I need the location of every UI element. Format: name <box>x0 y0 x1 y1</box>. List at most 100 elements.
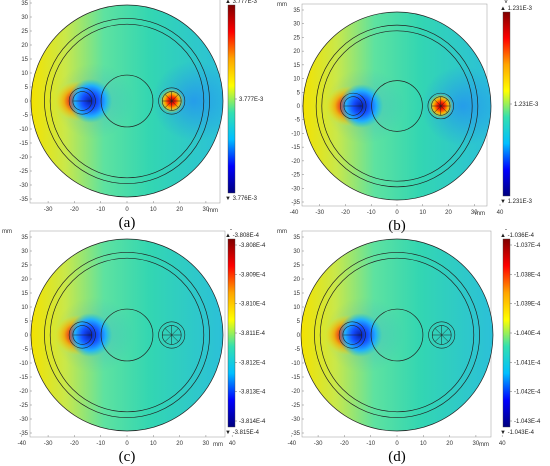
colorbar-tick-label: 1.231E-3 <box>514 102 539 108</box>
x-tick-label: 0 <box>395 210 399 216</box>
y-axis-unit: mm <box>2 0 12 1</box>
y-tick-label: -20 <box>19 389 28 395</box>
y-tick-label: -10 <box>291 361 300 367</box>
field-plot-d: mm mm 35 30 25 20 15 10 5 0 -5 -10 -15 -20 -25 -30 -35 -4… <box>277 229 541 448</box>
y-tick-label: -35 <box>19 431 28 437</box>
panel-a: mm mm 35 30 25 20 15 10 5 0 -5 -10 -15 -20 -25 -30 -35 -3… <box>0 0 275 231</box>
colorbar <box>227 238 236 428</box>
colorbar-tick-label: -3.814E-4 <box>239 419 266 425</box>
y-tick-label: -25 <box>291 173 300 179</box>
y-tick-label: -5 <box>23 347 29 353</box>
y-tick-label: -30 <box>291 186 300 192</box>
y-tick-label: -20 <box>291 389 300 395</box>
y-tick-label: -15 <box>19 141 28 147</box>
y-tick-label: -5 <box>295 347 301 353</box>
x-axis-unit: mm <box>479 442 489 448</box>
colorbar-tick-label: -3.809E-4 <box>239 272 266 278</box>
y-tick-label: 30 <box>21 249 28 255</box>
colorbar-tick-label: -1.042E-4 <box>514 390 541 396</box>
y-tick-label: -30 <box>19 183 28 189</box>
x-tick-label: -10 <box>96 207 105 213</box>
colorbar-unit: V <box>504 229 508 232</box>
x-tick-label: 20 <box>176 441 183 447</box>
y-tick-label: 15 <box>293 63 300 69</box>
y-tick-label: -25 <box>19 403 28 409</box>
x-tick-label: -20 <box>70 441 79 447</box>
x-tick-label: 40 <box>497 210 504 216</box>
y-tick-label: 5 <box>25 85 29 91</box>
y-tick-label: -10 <box>19 127 28 133</box>
colorbar <box>227 4 236 194</box>
colorbar <box>502 11 511 197</box>
x-tick-label: 10 <box>420 441 427 447</box>
y-tick-label: 5 <box>297 90 301 96</box>
colorbar-unit: V <box>229 229 233 232</box>
colorbar-min-label: ▼ 3.776E-3 <box>225 196 258 202</box>
y-tick-label: -5 <box>295 118 301 124</box>
x-tick-label: 30 <box>203 441 210 447</box>
x-tick-label: 30 <box>471 210 478 216</box>
x-tick-label: 0 <box>125 207 129 213</box>
y-tick-label: 5 <box>297 319 301 325</box>
y-tick-label: -20 <box>19 155 28 161</box>
y-tick-label: -30 <box>291 417 300 423</box>
x-tick-label: -10 <box>96 441 105 447</box>
y-tick-label: 35 <box>293 8 300 14</box>
y-tick-label: 15 <box>21 291 28 297</box>
x-tick-label: 0 <box>395 441 399 447</box>
x-tick-label: -30 <box>44 441 53 447</box>
y-tick-label: -20 <box>291 159 300 165</box>
x-tick-label: -20 <box>340 441 349 447</box>
colorbar-max-label: ▲ 3.777E-3 <box>225 0 258 5</box>
y-tick-label: 30 <box>21 15 28 21</box>
y-tick-label: -30 <box>19 417 28 423</box>
y-tick-label: -15 <box>19 375 28 381</box>
y-tick-label: -15 <box>291 375 300 381</box>
x-axis-unit: mm <box>213 442 223 448</box>
x-tick-label: 20 <box>445 210 452 216</box>
y-tick-label: 25 <box>21 263 28 269</box>
x-tick-label: 40 <box>229 441 236 447</box>
colorbar-min-label: ▼ 1.231E-3 <box>500 199 533 205</box>
y-tick-label: 0 <box>25 333 29 339</box>
colorbar-max-label: ▲ -3.808E-4 <box>225 233 260 239</box>
y-tick-label: 0 <box>25 99 29 105</box>
x-tick-label: 20 <box>446 441 453 447</box>
y-tick-label: -35 <box>291 431 300 437</box>
x-tick-label: -10 <box>366 441 375 447</box>
y-tick-label: 15 <box>293 291 300 297</box>
x-tick-label: -30 <box>315 210 324 216</box>
y-tick-label: 25 <box>21 29 28 35</box>
field-plot-c: mm mm 35 30 25 20 15 10 5 0 -5 -10 -15 -20 -25 -30 -35 -4… <box>2 229 266 448</box>
y-tick-label: 10 <box>21 71 28 77</box>
y-tick-label: 25 <box>293 35 300 41</box>
x-tick-label: -40 <box>290 210 299 216</box>
x-tick-label: -20 <box>341 210 350 216</box>
field-plot-b: mm mm 35 30 25 20 15 10 5 0 -5 -10 -15 -20 -25 -30 -35 -4… <box>277 0 539 217</box>
panel-label: (a) <box>118 215 136 231</box>
colorbar-tick-label: -1.037E-4 <box>514 243 541 249</box>
colorbar-tick-label: -1.043E-4 <box>514 419 541 425</box>
colorbar-tick-label: -1.041E-4 <box>514 360 541 366</box>
y-tick-label: 20 <box>21 277 28 283</box>
y-tick-label: 30 <box>293 249 300 255</box>
panel-c: mm mm 35 30 25 20 15 10 5 0 -5 -10 -15 -20 -25 -30 -35 -4… <box>0 229 275 465</box>
y-tick-label: 5 <box>25 319 29 325</box>
y-tick-label: -5 <box>23 113 29 119</box>
x-tick-label: 30 <box>473 441 480 447</box>
x-tick-label: -10 <box>367 210 376 216</box>
y-tick-label: 35 <box>21 1 28 7</box>
x-tick-label: 30 <box>203 207 210 213</box>
x-tick-label: 40 <box>499 441 506 447</box>
colorbar-max-label: ▲ -1.036E-4 <box>500 233 535 239</box>
y-tick-label: -25 <box>291 403 300 409</box>
x-tick-label: 10 <box>419 210 426 216</box>
y-axis-unit: mm <box>2 229 12 235</box>
colorbar-min-label: ▼ -1.043E-4 <box>500 430 535 436</box>
y-tick-label: 0 <box>297 104 301 110</box>
x-tick-label: 10 <box>150 207 157 213</box>
x-tick-label: -40 <box>17 441 26 447</box>
y-tick-label: 30 <box>293 22 300 28</box>
x-axis-unit: mm <box>208 208 218 214</box>
panel-b: mm mm 35 30 25 20 15 10 5 0 -5 -10 -15 -20 -25 -30 -35 -4… <box>275 0 550 234</box>
